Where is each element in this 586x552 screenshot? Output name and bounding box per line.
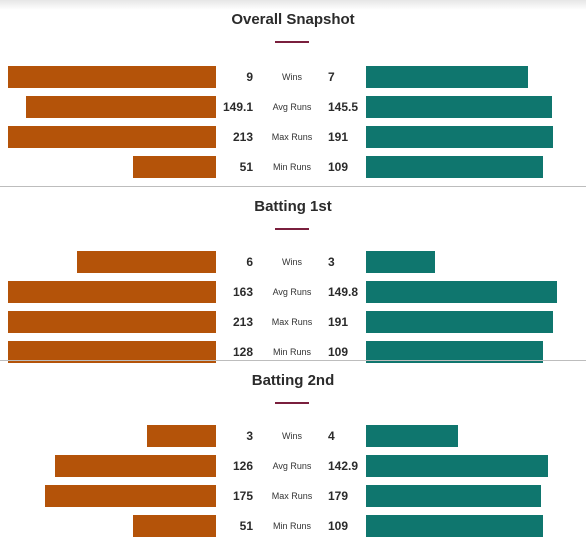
chart-section: Batting 2nd 3 Wins 4 126 Avg Runs 142.9 175 Max … (0, 361, 586, 537)
section-title: Batting 2nd (251, 372, 335, 389)
value-right: 109 (328, 345, 349, 359)
bar-left (26, 96, 216, 118)
chart-section: Batting 1st 6 Wins 3 163 Avg Runs 149.8 213 Max … (0, 187, 586, 363)
value-right: 179 (328, 489, 349, 503)
top-shadow (0, 0, 586, 10)
section-title: Batting 1st (254, 198, 332, 215)
value-left: 51 (239, 519, 253, 533)
value-right: 3 (328, 255, 335, 269)
bar-left (45, 485, 216, 507)
title-underline (275, 228, 309, 230)
chart-section: Overall Snapshot 9 Wins 7 149.1 Avg Runs 145.5… (0, 0, 586, 187)
bar-right (366, 485, 541, 507)
metric-label: Max Runs (271, 132, 313, 142)
value-left: 6 (246, 255, 253, 269)
value-right: 4 (328, 429, 335, 443)
metric-label: Wins (282, 257, 302, 267)
value-left: 128 (232, 345, 253, 359)
value-right: 145.5 (328, 100, 359, 114)
bar-right (366, 156, 543, 178)
value-right: 109 (328, 160, 349, 174)
value-right: 109 (328, 519, 349, 533)
value-left: 9 (246, 70, 253, 84)
bar-right (366, 251, 435, 273)
metric-label: Avg Runs (272, 102, 312, 112)
value-right: 7 (328, 70, 335, 84)
value-left: 163 (232, 285, 253, 299)
bar-left (133, 156, 216, 178)
metric-label: Avg Runs (272, 461, 312, 471)
value-left: 3 (246, 429, 253, 443)
metric-label: Min Runs (272, 347, 311, 357)
bar-right (366, 96, 552, 118)
metric-label: Wins (282, 431, 302, 441)
value-left: 51 (239, 160, 253, 174)
value-right: 142.9 (328, 459, 359, 473)
section-divider (0, 360, 586, 361)
bar-right (366, 341, 543, 363)
value-left: 126 (232, 459, 253, 473)
bar-left (8, 281, 216, 303)
bar-right (366, 126, 553, 148)
value-right: 191 (328, 315, 349, 329)
section-divider (0, 186, 586, 187)
metric-label: Avg Runs (272, 287, 312, 297)
bar-left (8, 311, 216, 333)
metric-label: Wins (282, 72, 302, 82)
bar-left (133, 515, 216, 537)
bar-right (366, 455, 548, 477)
bar-right (366, 281, 557, 303)
value-left: 213 (232, 130, 253, 144)
title-underline (275, 41, 309, 43)
bar-right (366, 66, 528, 88)
metric-label: Max Runs (271, 491, 313, 501)
title-underline (275, 402, 309, 404)
metric-label: Min Runs (272, 521, 311, 531)
bar-right (366, 425, 458, 447)
value-right: 149.8 (328, 285, 359, 299)
value-left: 175 (232, 489, 253, 503)
bar-right (366, 515, 543, 537)
bar-left (77, 251, 216, 273)
value-right: 191 (328, 130, 349, 144)
value-left: 213 (232, 315, 253, 329)
bar-left (8, 126, 216, 148)
value-left: 149.1 (222, 100, 253, 114)
section-title: Overall Snapshot (231, 11, 355, 28)
bar-left (8, 66, 216, 88)
bar-right (366, 311, 553, 333)
bar-left (55, 455, 216, 477)
bar-left (8, 341, 216, 363)
bar-left (147, 425, 216, 447)
metric-label: Min Runs (272, 162, 311, 172)
metric-label: Max Runs (271, 317, 313, 327)
